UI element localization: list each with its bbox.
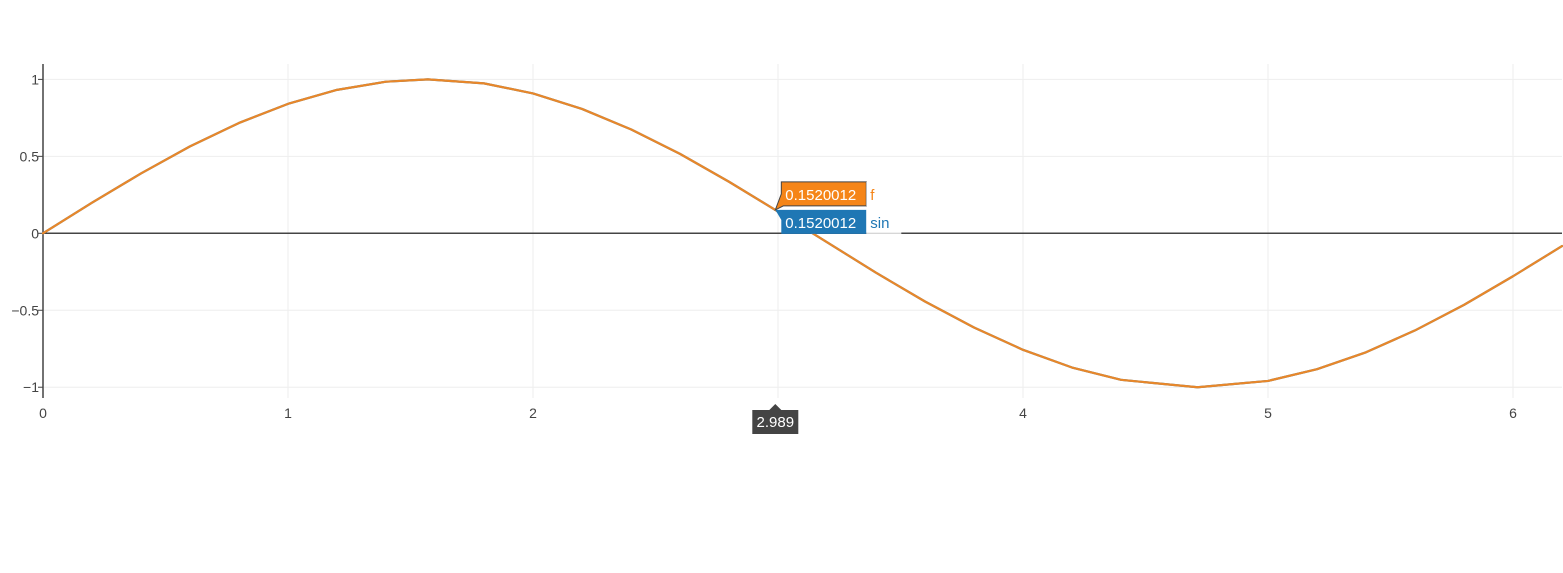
x-tick-label: 6 xyxy=(1509,405,1517,421)
x-hover-label-box xyxy=(752,404,799,434)
y-tick-label: −0.5 xyxy=(11,302,39,318)
hover-layer: 2.989 0.1520012 f 0.1520012 sin xyxy=(752,181,902,434)
y-tick-label: 1 xyxy=(31,71,39,87)
y-tick-label: 0 xyxy=(31,225,39,241)
grid-layer xyxy=(43,64,1562,398)
x-tick-label: 5 xyxy=(1264,405,1272,421)
y-tick-label: −1 xyxy=(23,379,39,395)
hover-box-f xyxy=(774,181,867,211)
hover-name-sin: sin xyxy=(870,215,889,232)
x-tick-label: 1 xyxy=(284,405,292,421)
hover-box-sin xyxy=(775,209,867,234)
hover-value-f: 0.1520012 xyxy=(785,187,856,204)
hover-name-backdrop xyxy=(866,181,884,206)
hover-name-backdrop xyxy=(866,209,902,234)
x-hover-label: 2.989 xyxy=(757,414,795,431)
hover-value-sin: 0.1520012 xyxy=(785,215,856,232)
y-tick-label: 0.5 xyxy=(20,148,40,164)
x-tick-label: 2 xyxy=(529,405,537,421)
x-tick-label: 4 xyxy=(1019,405,1027,421)
x-tick-label: 0 xyxy=(39,405,47,421)
hover-name-f: f xyxy=(870,187,875,204)
tick-label-layer: 0 1 2 4 5 6 1 0.5 0 −0.5 −1 xyxy=(11,71,1517,421)
